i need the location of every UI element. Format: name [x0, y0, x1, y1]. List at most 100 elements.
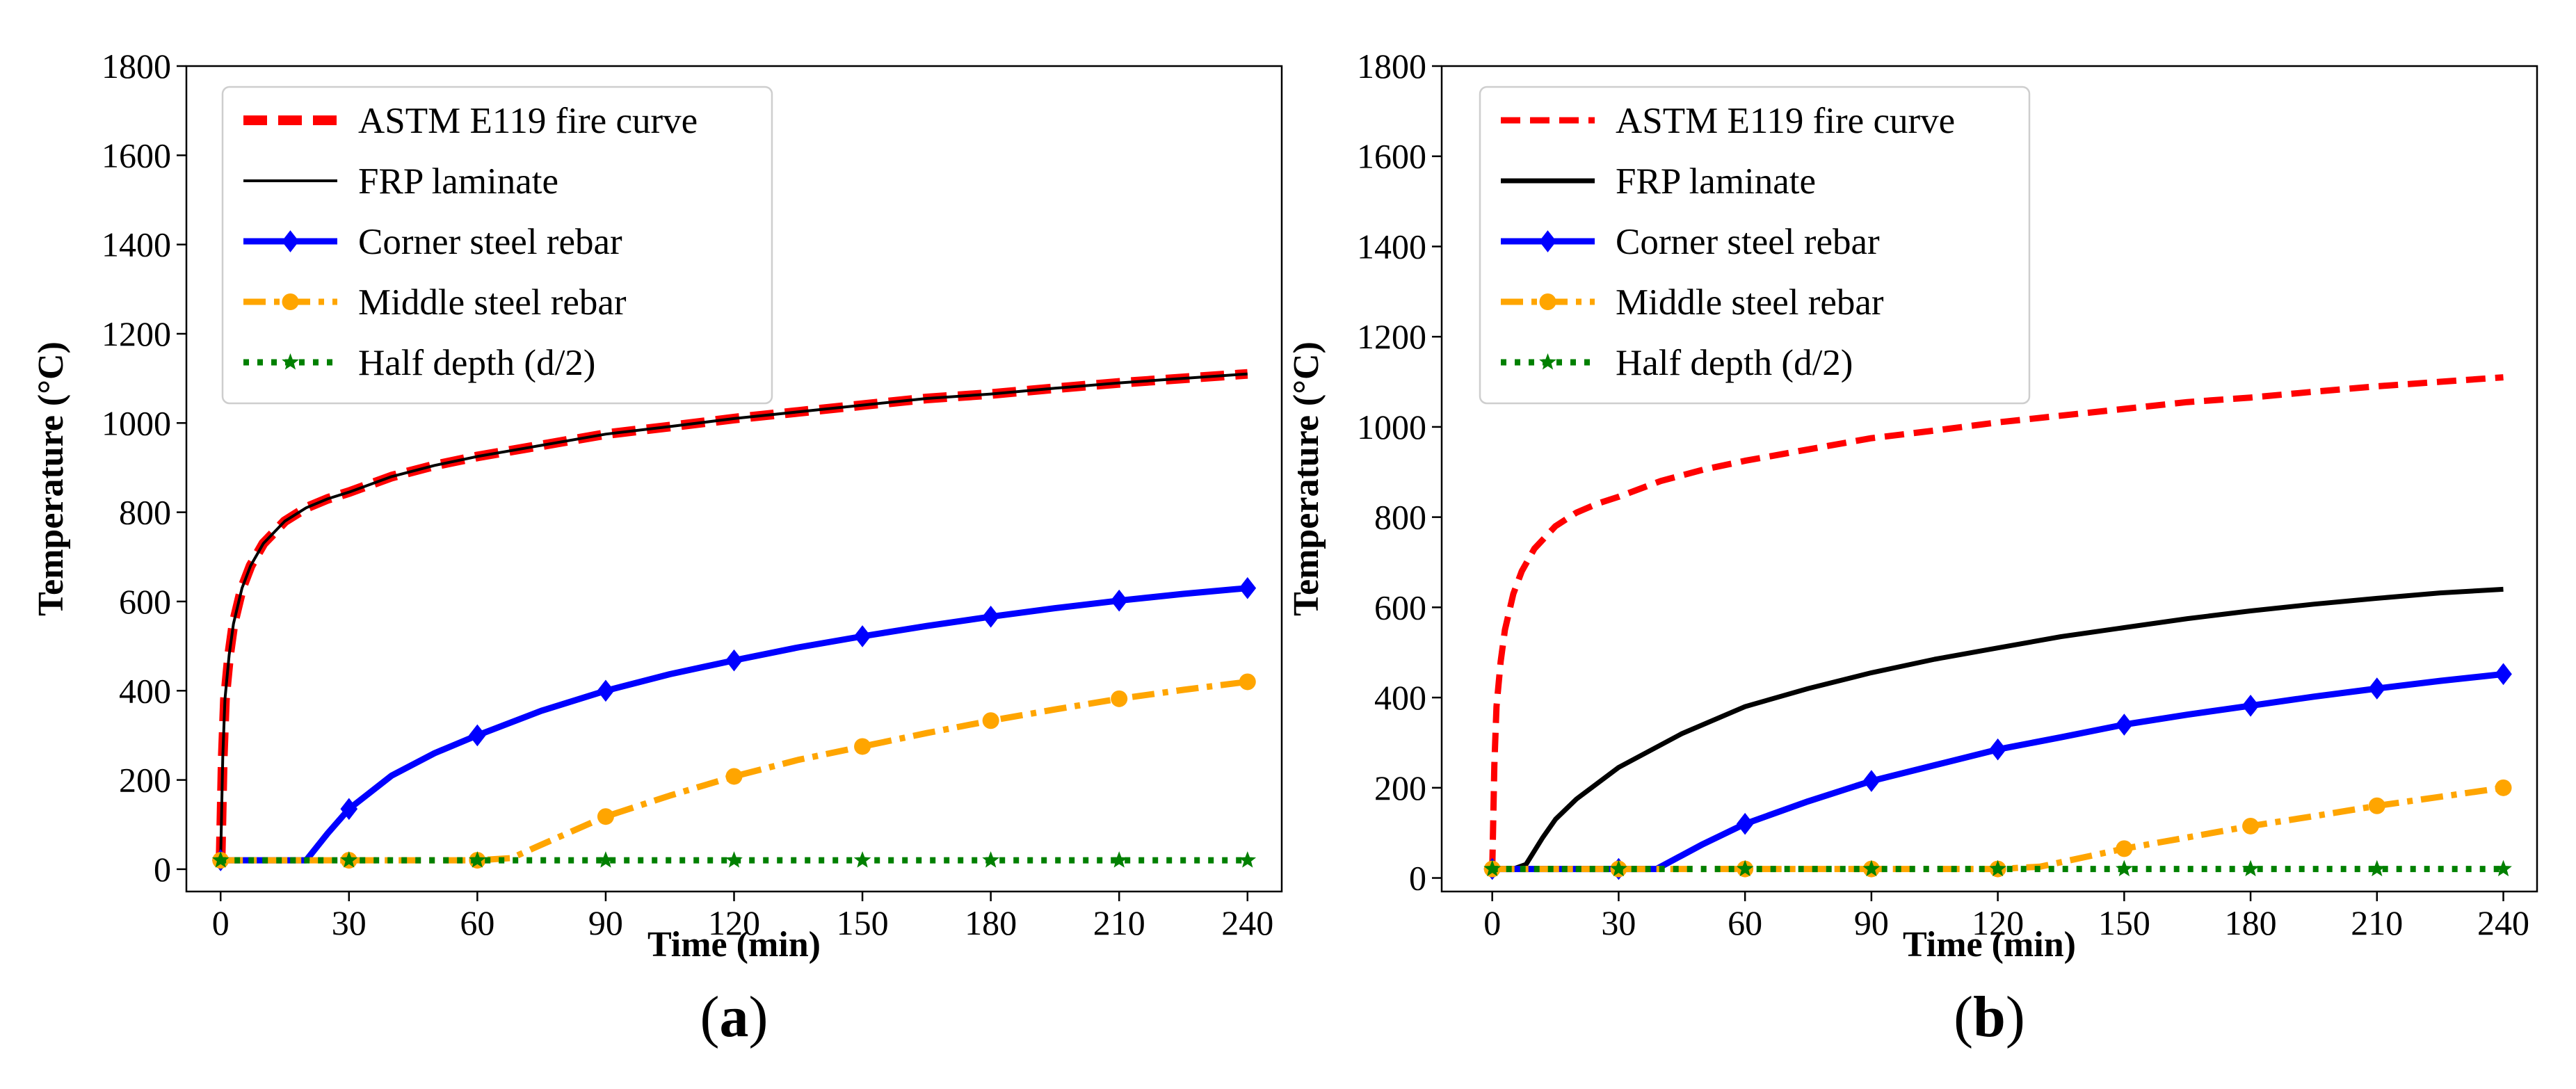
plot-frame [1440, 65, 2538, 893]
diamond-marker [469, 724, 486, 747]
star-marker [1862, 860, 1881, 877]
star-marker [211, 851, 230, 868]
star-marker [469, 851, 486, 868]
x-tick-label: 240 [1221, 903, 1273, 942]
x-tick-label: 240 [2477, 903, 2529, 942]
series-frp-laminate [219, 372, 1248, 861]
diamond-marker [2241, 694, 2260, 717]
legend-box [1479, 86, 2031, 405]
circle-marker [725, 768, 743, 785]
star-marker [597, 851, 615, 868]
diamond-marker [853, 625, 871, 647]
legend-label: Half depth (d/2) [1616, 343, 1853, 383]
star-marker [2495, 860, 2512, 877]
x-tick-label: 150 [2098, 903, 2150, 942]
y-tick-label: 800 [1374, 498, 1426, 537]
series-corner-steel-rebar [1483, 663, 2512, 880]
y-tick-label: 400 [119, 671, 171, 710]
series-group [211, 369, 1257, 871]
star-marker [725, 851, 743, 868]
series-astm-e119-fire-curve [1489, 374, 2504, 869]
legend-label: Corner steel rebar [358, 222, 622, 262]
legend-label: FRP laminate [1616, 161, 1816, 202]
star-marker [1736, 860, 1754, 877]
x-axis-label: Time (min) [647, 925, 821, 965]
circle-marker [2368, 797, 2385, 814]
legend: ASTM E119 fire curve FRP laminate Corner s… [221, 86, 773, 405]
x-tick-label: 0 [212, 903, 230, 942]
star-marker [853, 851, 871, 868]
x-tick-label: 150 [837, 903, 889, 942]
y-tick-label: 600 [119, 582, 171, 621]
y-tick-label: 1000 [102, 403, 171, 442]
circle-marker [1539, 293, 1556, 310]
y-axis-label: Temperature (°C) [31, 341, 71, 616]
legend-label: FRP laminate [358, 161, 558, 202]
x-tick-label: 180 [2225, 903, 2277, 942]
x-tick-label: 60 [1728, 903, 1762, 942]
legend-label: Middle steel rebar [1616, 282, 1884, 323]
y-tick-label: 1400 [1357, 227, 1426, 266]
series-half-depth-d-2- [1483, 860, 2512, 877]
y-tick-label: 1200 [102, 314, 171, 353]
series-frp-laminate [1492, 586, 2504, 872]
legend: ASTM E119 fire curve FRP laminate Corner s… [1479, 86, 2031, 405]
circle-marker [597, 808, 614, 825]
series-line [220, 678, 1248, 864]
caption-close-paren: ) [2006, 985, 2025, 1049]
y-tick-label: 0 [154, 850, 171, 889]
x-tick-label: 180 [965, 903, 1017, 942]
diamond-marker [597, 679, 615, 702]
diamond-marker [725, 649, 743, 672]
x-tick-label: 30 [1601, 903, 1636, 942]
legend-label: Corner steel rebar [1616, 222, 1880, 262]
star-marker [1110, 851, 1128, 868]
diamond-marker [282, 230, 299, 252]
star-marker [1610, 860, 1627, 877]
x-tick-label: 210 [2351, 903, 2403, 942]
star-marker [282, 353, 299, 370]
circle-marker [2242, 817, 2260, 834]
x-tick-label: 60 [460, 903, 494, 942]
x-tick-label: 120 [1972, 903, 2024, 942]
diamond-marker [1989, 738, 2006, 761]
diamond-marker [2368, 677, 2386, 700]
y-tick-label: 200 [119, 761, 171, 800]
series-half-depth-d-2- [211, 851, 1257, 868]
panel-caption: (a) [700, 985, 768, 1049]
y-tick-label: 1200 [1357, 317, 1426, 356]
diamond-marker [1862, 770, 1881, 792]
circle-marker [854, 738, 871, 755]
series-line [1492, 586, 2504, 872]
star-marker [1539, 353, 1556, 370]
y-tick-label: 400 [1374, 678, 1426, 717]
x-tick-label: 30 [332, 903, 367, 942]
y-tick-label: 800 [119, 493, 171, 532]
diamond-marker [2116, 713, 2133, 736]
x-tick-label: 0 [1483, 903, 1501, 942]
diamond-marker [982, 605, 999, 628]
diamond-marker [340, 798, 358, 821]
legend-box [221, 86, 773, 405]
y-axis-label: Temperature (°C) [1287, 341, 1326, 616]
diamond-marker [1736, 812, 1754, 835]
x-axis-label: Time (min) [1903, 925, 2076, 965]
caption-letter: b [1973, 985, 2006, 1049]
circle-marker [2116, 840, 2133, 857]
series-line [220, 585, 1248, 864]
star-marker [2116, 860, 2133, 877]
series-corner-steel-rebar [211, 576, 1257, 871]
circle-marker [1239, 673, 1256, 691]
x-tick-label: 90 [1854, 903, 1889, 942]
diamond-marker [1539, 230, 1556, 252]
legend-label: ASTM E119 fire curve [358, 101, 698, 141]
series-middle-steel-rebar [212, 673, 1256, 869]
y-tick-label: 1600 [102, 136, 171, 175]
y-tick-label: 1800 [102, 47, 171, 86]
circle-marker [1111, 690, 1128, 707]
caption-letter: a [720, 985, 749, 1049]
star-marker [982, 851, 999, 868]
circle-marker [282, 293, 299, 310]
